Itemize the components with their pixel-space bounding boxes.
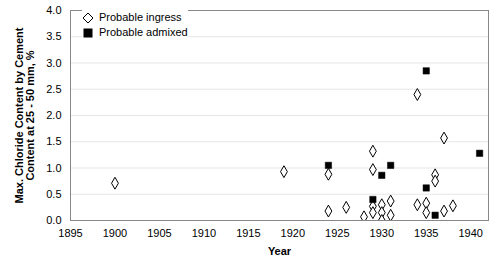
svg-text:1930: 1930 (370, 227, 394, 239)
svg-text:1940: 1940 (458, 227, 482, 239)
svg-text:1.5: 1.5 (46, 135, 61, 147)
html-text:Probable admixed: Probable admixed (99, 26, 188, 38)
svg-text:1900: 1900 (103, 227, 127, 239)
svg-text:0.5: 0.5 (46, 188, 61, 200)
svg-text:1925: 1925 (325, 227, 349, 239)
svg-text:2.0: 2.0 (46, 109, 61, 121)
svg-text:1935: 1935 (414, 227, 438, 239)
svg-text:Max. Chloride Content by Cemen: Max. Chloride Content by CementContent a… (13, 27, 36, 203)
svg-text:3.0: 3.0 (46, 57, 61, 69)
html-text:Probable ingress: Probable ingress (99, 11, 182, 23)
svg-text:3.5: 3.5 (46, 30, 61, 42)
svg-text:1920: 1920 (281, 227, 305, 239)
svg-text:Year: Year (268, 245, 292, 257)
svg-text:2.5: 2.5 (46, 83, 61, 95)
svg-text:1910: 1910 (192, 227, 216, 239)
svg-text:4.0: 4.0 (46, 4, 61, 16)
svg-text:0.0: 0.0 (46, 214, 61, 226)
svg-text:1895: 1895 (58, 227, 82, 239)
svg-text:1915: 1915 (236, 227, 260, 239)
svg-text:1.0: 1.0 (46, 162, 61, 174)
svg-text:1905: 1905 (147, 227, 171, 239)
